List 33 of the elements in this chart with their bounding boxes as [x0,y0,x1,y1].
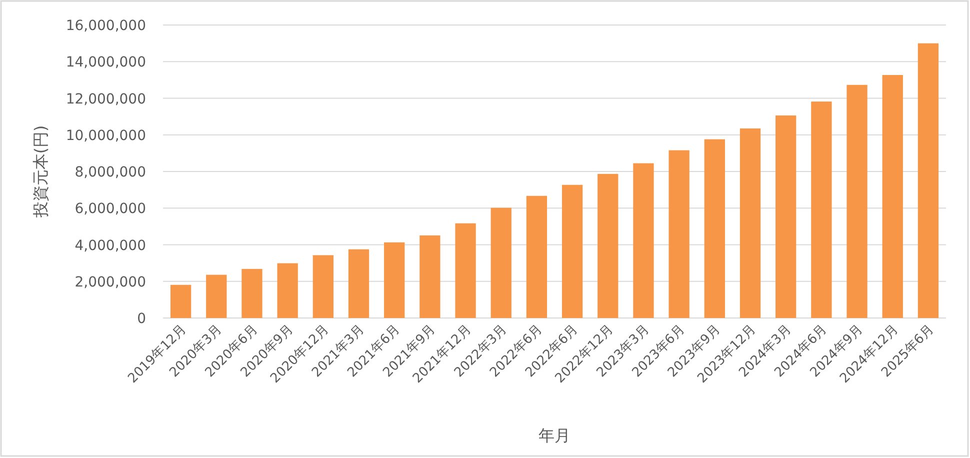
bar [455,223,476,318]
bar [348,249,370,318]
bar [882,74,903,318]
y-tick-label: 0 [137,311,146,327]
bar [242,268,262,318]
bar [312,255,334,318]
y-tick-label: 6,000,000 [74,201,146,218]
bar [420,235,440,318]
bar [704,139,725,318]
bar [170,284,192,318]
y-tick-label: 12,000,000 [66,91,146,108]
y-tick-label: 16,000,000 [66,18,146,34]
y-tick-label: 2,000,000 [74,274,146,290]
bar [918,43,939,318]
bar [206,274,227,318]
x-axis-title: 年月 [538,426,570,445]
bar [776,115,796,318]
bar [490,208,512,318]
y-axis-title: 投資元本(円) [31,125,50,219]
bar [811,102,832,318]
y-tick-label: 14,000,000 [66,54,146,71]
y-tick-label: 10,000,000 [66,128,146,144]
bar [277,263,298,318]
bar [384,242,405,318]
bar [598,174,618,318]
bar [633,163,654,318]
bar [668,150,690,318]
y-tick-label: 8,000,000 [74,164,146,180]
bar [562,184,583,318]
bar [740,128,761,318]
y-tick-label: 4,000,000 [74,238,146,254]
bar [846,84,868,318]
bar [526,196,548,318]
